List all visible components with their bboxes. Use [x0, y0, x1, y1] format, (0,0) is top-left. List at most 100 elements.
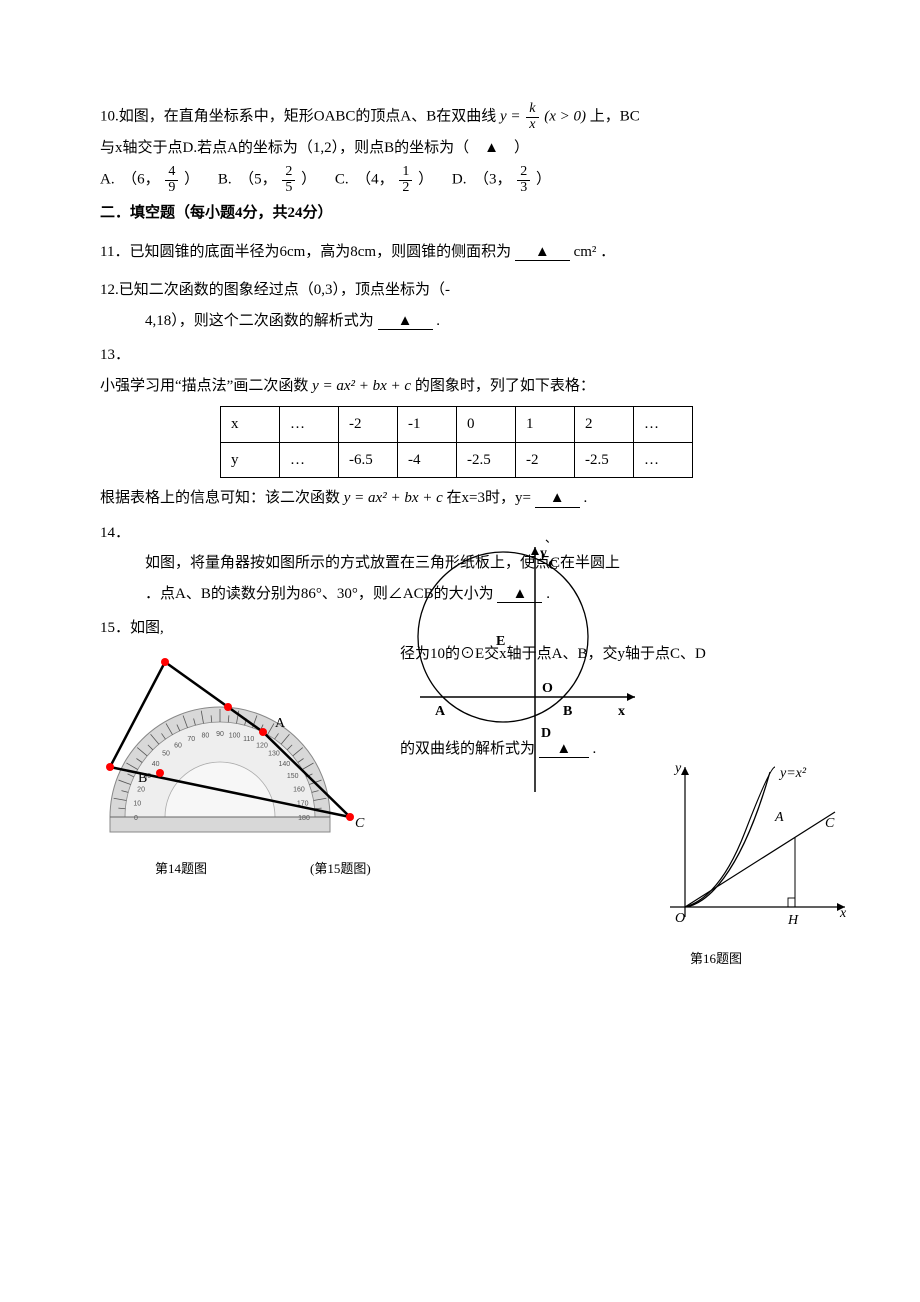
- circ-y: y: [540, 546, 547, 561]
- svg-text:90: 90: [216, 731, 224, 738]
- q13-tri: ▲: [550, 490, 565, 506]
- svg-text:140: 140: [279, 761, 291, 768]
- cell: 2: [575, 407, 634, 443]
- optB-label: B. （5，: [218, 172, 277, 188]
- table-row: y … -6.5 -4 -2.5 -2 -2.5 …: [221, 442, 693, 478]
- q10-frac-num: k: [526, 102, 538, 118]
- q14-num: 14．: [100, 519, 820, 548]
- q10-cond: (x > 0): [544, 109, 586, 125]
- q12-line2: 4,18），则这个二次函数的解析式为 ▲ .: [145, 307, 820, 336]
- q12-blank: ▲: [378, 313, 433, 331]
- prot-label-B: B: [138, 771, 147, 786]
- optB-den: 5: [282, 181, 295, 196]
- circ-E: E: [496, 634, 505, 649]
- question-12: 12.已知二次函数的图象经过点（0,3），顶点坐标为（- 4,18），则这个二次…: [100, 276, 820, 335]
- q12-b: 4,18），则这个二次函数的解析式为: [145, 313, 374, 329]
- svg-text:0: 0: [134, 815, 138, 822]
- q10-hyperbola-lhs: y =: [500, 109, 521, 125]
- q13-table: x … -2 -1 0 1 2 … y … -6.5 -4 -2.5 -2 -2…: [220, 406, 693, 478]
- cell: 0: [457, 407, 516, 443]
- svg-text:20: 20: [137, 786, 145, 793]
- q13-c: 根据表格上的信息可知：该二次函数: [100, 490, 340, 506]
- circ-O: O: [542, 681, 553, 696]
- q13-d: 在x=3时，y=: [447, 490, 531, 506]
- caption-14: 第14题图: [155, 857, 207, 882]
- q13-b: 的图象时，列了如下表格：: [415, 378, 595, 394]
- q10-stem-b: 上，BC: [590, 109, 640, 125]
- q10-line1: 10.如图，在直角坐标系中，矩形OABC的顶点A、B在双曲线 y = k x (…: [100, 102, 820, 132]
- optC-den: 2: [399, 181, 412, 196]
- optC-frac: 1 2: [399, 165, 412, 195]
- q10-options: A. （6， 4 9 ） B. （5， 2 5 ） C. （4， 1 2 ） D…: [100, 165, 820, 195]
- optB-num: 2: [282, 165, 295, 181]
- q13-expr: y = ax² + bx + c: [312, 378, 411, 394]
- prot-label-A: A: [275, 716, 286, 731]
- protractor-figure: 0102030405060708090100110120130140150160…: [70, 647, 370, 878]
- optB-frac: 2 5: [282, 165, 295, 195]
- svg-text:160: 160: [293, 786, 305, 793]
- optD-frac: 2 3: [517, 165, 530, 195]
- svg-text:60: 60: [174, 742, 182, 749]
- circle-svg: 、 y C E O A B D x: [400, 547, 660, 807]
- cell: 1: [516, 407, 575, 443]
- q13-blank: ▲: [535, 490, 580, 508]
- optC-close: ）: [418, 172, 433, 188]
- optC-num: 1: [399, 165, 412, 181]
- cell: -2.5: [575, 442, 634, 478]
- cell: -2: [339, 407, 398, 443]
- q11-a: 11．已知圆锥的底面半径为6cm，高为8cm，则圆锥的侧面积为: [100, 244, 511, 260]
- prot-label-C: C: [355, 816, 365, 831]
- svg-text:70: 70: [187, 736, 195, 743]
- par-y: y: [673, 761, 682, 776]
- svg-text:、: 、: [545, 531, 557, 545]
- q13-line3: 根据表格上的信息可知：该二次函数 y = ax² + bx + c 在x=3时，…: [100, 484, 820, 513]
- cell: -6.5: [339, 442, 398, 478]
- cell: y: [221, 442, 280, 478]
- par-C: C: [825, 816, 835, 831]
- protractor-svg: 0102030405060708090100110120130140150160…: [70, 647, 370, 867]
- svg-text:110: 110: [243, 736, 254, 743]
- svg-text:130: 130: [268, 750, 280, 757]
- svg-text:50: 50: [162, 750, 170, 757]
- parabola-figure: y y=x² A C O H x: [655, 757, 855, 948]
- svg-text:120: 120: [256, 742, 268, 749]
- optD-close: ）: [536, 172, 551, 188]
- section-2-heading: 二．填空题（每小题4分，共24分）: [100, 199, 820, 228]
- q11-blank: ▲: [515, 244, 570, 262]
- cell: x: [221, 407, 280, 443]
- circ-A: A: [435, 704, 446, 719]
- circ-x: x: [618, 704, 625, 719]
- cell: -2.5: [457, 442, 516, 478]
- svg-text:180: 180: [298, 815, 310, 822]
- q11-b: cm² ．: [574, 244, 616, 260]
- q12-c: .: [436, 313, 440, 329]
- cell: …: [280, 407, 339, 443]
- optD-label: D. （3，: [452, 172, 512, 188]
- cell: -2: [516, 442, 575, 478]
- circle-figure: 、 y C E O A B D x: [400, 547, 660, 818]
- circ-D: D: [541, 726, 551, 741]
- q10-stem-a: 10.如图，在直角坐标系中，矩形OABC的顶点A、B在双曲线: [100, 109, 496, 125]
- cell: -1: [398, 407, 457, 443]
- cell: …: [634, 442, 693, 478]
- q12-tri: ▲: [398, 313, 413, 329]
- svg-text:10: 10: [133, 800, 141, 807]
- cell: -4: [398, 442, 457, 478]
- table-row: x … -2 -1 0 1 2 …: [221, 407, 693, 443]
- q13-e: .: [583, 490, 587, 506]
- svg-text:40: 40: [152, 761, 160, 768]
- q11-tri: ▲: [535, 244, 550, 260]
- parabola-svg: y y=x² A C O H x: [655, 757, 855, 937]
- q10-frac-den: x: [526, 118, 538, 133]
- svg-text:150: 150: [287, 773, 299, 780]
- question-13: 13． 小强学习用“描点法”画二次函数 y = ax² + bx + c 的图象…: [100, 341, 820, 513]
- optD-num: 2: [517, 165, 530, 181]
- circ-C: C: [548, 558, 558, 573]
- optA-close: ）: [184, 172, 199, 188]
- question-10: 10.如图，在直角坐标系中，矩形OABC的顶点A、B在双曲线 y = k x (…: [100, 102, 820, 195]
- cell: …: [280, 442, 339, 478]
- optC-label: C. （4，: [335, 172, 394, 188]
- q13-a: 小强学习用“描点法”画二次函数: [100, 378, 308, 394]
- par-A: A: [774, 810, 784, 825]
- optB-close: ）: [301, 172, 316, 188]
